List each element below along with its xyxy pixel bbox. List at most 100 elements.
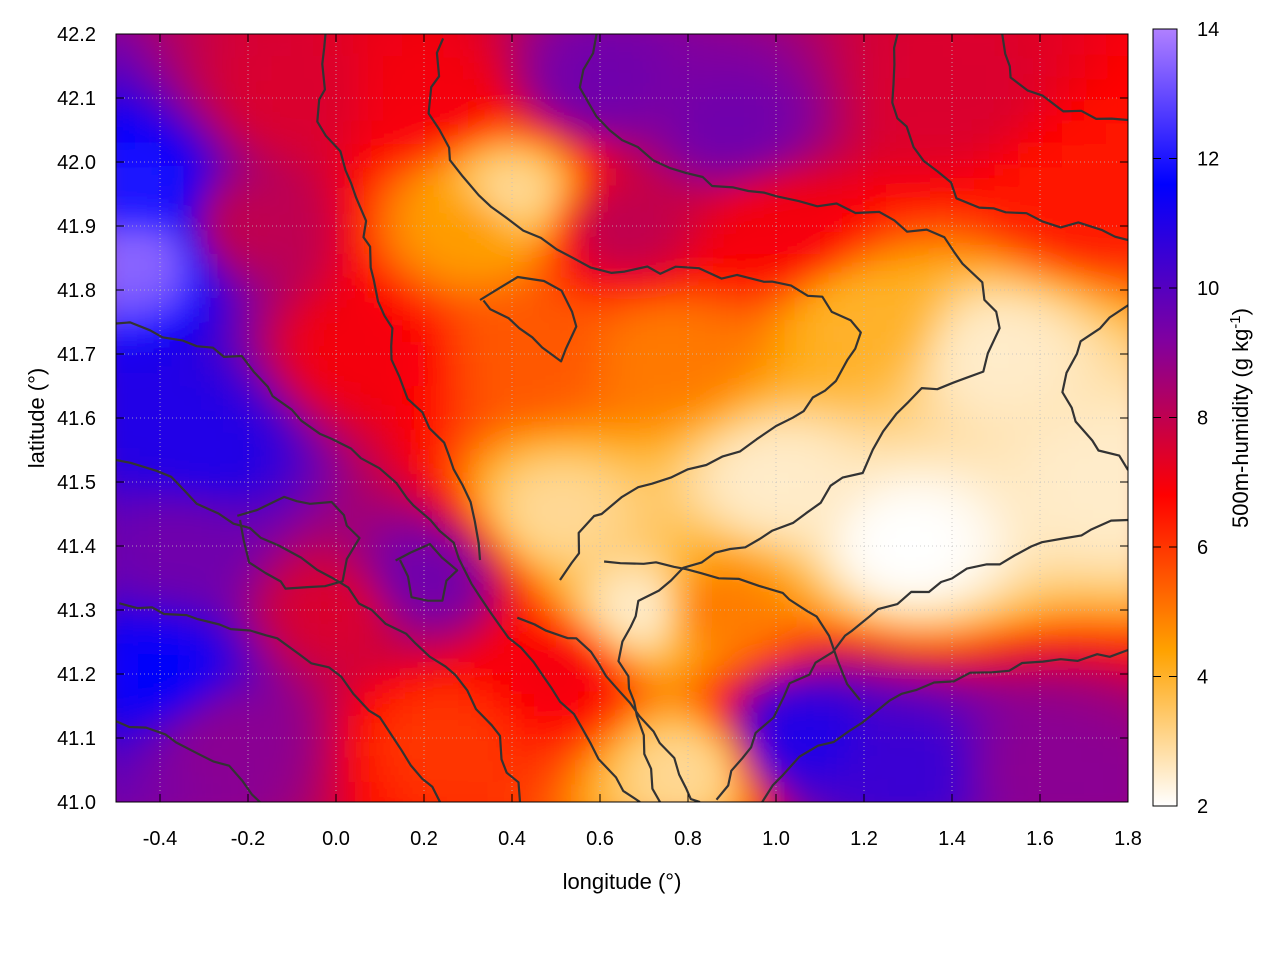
field-cell — [270, 408, 293, 431]
field-cell — [600, 430, 623, 453]
field-cell — [138, 496, 161, 519]
field-cell — [160, 716, 183, 739]
field-cell — [886, 452, 909, 475]
field-cell — [138, 210, 161, 233]
field-cell — [336, 474, 359, 497]
field-cell — [204, 474, 227, 497]
field-cell — [248, 716, 271, 739]
field-cell — [1018, 122, 1041, 145]
field-cell — [292, 606, 315, 629]
field-cell — [512, 34, 535, 57]
field-cell — [1084, 56, 1107, 79]
field-cell — [1040, 188, 1063, 211]
field-cell — [358, 628, 381, 651]
field-cell — [204, 386, 227, 409]
field-cell — [292, 540, 315, 563]
field-cell — [754, 298, 777, 321]
field-cell — [226, 364, 249, 387]
field-cell — [1106, 672, 1128, 695]
field-cell — [644, 628, 667, 651]
field-cell — [512, 34, 535, 35]
field-cell — [996, 650, 1019, 673]
field-cell — [204, 298, 227, 321]
field-cell — [270, 298, 293, 321]
field-cell — [402, 254, 425, 277]
field-cell — [138, 782, 161, 802]
field-cell — [1018, 474, 1041, 497]
field-cell — [116, 518, 139, 541]
field-cell — [1084, 606, 1107, 629]
field-cell — [600, 386, 623, 409]
field-cell — [270, 276, 293, 299]
field-cell — [1018, 298, 1041, 321]
field-cell — [138, 56, 161, 79]
field-cell — [864, 364, 887, 387]
field-cell — [182, 56, 205, 79]
field-cell — [930, 276, 953, 299]
field-cell — [116, 320, 139, 343]
field-cell — [556, 496, 579, 519]
field-cell — [116, 56, 117, 79]
field-cell — [138, 364, 161, 387]
field-cell — [710, 452, 733, 475]
field-cell — [270, 122, 293, 145]
field-cell — [1106, 34, 1128, 35]
field-cell — [380, 474, 403, 497]
field-cell — [424, 716, 447, 739]
field-cell — [600, 78, 623, 101]
field-cell — [864, 342, 887, 365]
field-cell — [424, 430, 447, 453]
field-cell — [446, 694, 469, 717]
field-cell — [226, 562, 249, 585]
field-cell — [1128, 716, 1151, 739]
field-cell — [688, 386, 711, 409]
field-cell — [908, 166, 931, 189]
field-cell — [248, 254, 271, 277]
field-cell — [380, 34, 403, 35]
field-cell — [160, 188, 183, 211]
field-cell — [886, 254, 909, 277]
field-cell — [776, 78, 799, 101]
field-cell — [1062, 474, 1085, 497]
field-cell — [1106, 386, 1128, 409]
field-cell — [204, 144, 227, 167]
field-cell — [424, 298, 447, 321]
field-cell — [908, 188, 931, 211]
field-cell — [688, 100, 711, 123]
field-cell — [578, 540, 601, 563]
field-cell — [446, 518, 469, 541]
field-cell — [292, 298, 315, 321]
field-cell — [1018, 386, 1041, 409]
field-cell — [1084, 78, 1107, 101]
field-cell — [1128, 276, 1151, 299]
field-cell — [622, 210, 645, 233]
field-cell — [732, 144, 755, 167]
field-cell — [886, 342, 909, 365]
field-cell — [424, 342, 447, 365]
field-cell — [710, 78, 733, 101]
field-cell — [138, 34, 161, 57]
field-cell — [776, 716, 799, 739]
field-cell — [732, 694, 755, 717]
field-cell — [622, 782, 645, 802]
field-cell — [710, 386, 733, 409]
field-cell — [204, 716, 227, 739]
contour-line — [1001, 34, 1128, 122]
field-cell — [248, 452, 271, 475]
field-cell — [1106, 254, 1128, 277]
field-cell — [138, 188, 161, 211]
field-cell — [688, 144, 711, 167]
field-cell — [644, 78, 667, 101]
field-cell — [468, 254, 491, 277]
field-cell — [468, 386, 491, 409]
field-cell — [204, 650, 227, 673]
field-cell — [226, 782, 249, 802]
field-cell — [446, 320, 469, 343]
field-cell — [820, 782, 843, 802]
field-cell — [820, 694, 843, 717]
field-cell — [1040, 452, 1063, 475]
field-cell — [952, 298, 975, 321]
field-cell — [798, 34, 821, 57]
field-cell — [204, 232, 227, 255]
field-cell — [116, 122, 139, 145]
